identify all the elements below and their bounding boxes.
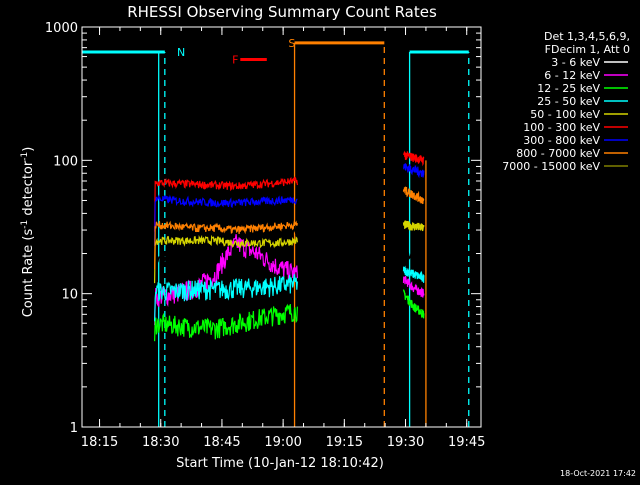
legend-label: 3 - 6 keV bbox=[551, 56, 600, 69]
series-line-seg1 bbox=[154, 234, 298, 284]
series-line-seg2 bbox=[403, 163, 425, 179]
legend: Det 1,3,4,5,6,9,FDecim 1, Att 03 - 6 keV… bbox=[502, 30, 630, 173]
flag-label-s: S bbox=[288, 37, 295, 50]
series-line-seg1 bbox=[154, 274, 298, 322]
series-line-seg1 bbox=[154, 219, 298, 270]
y-axis-label: Count Rate (s-1 detector-1) bbox=[20, 147, 36, 318]
series-line-seg1 bbox=[154, 303, 298, 342]
y-tick-label: 10 bbox=[61, 288, 78, 303]
chart-title: RHESSI Observing Summary Count Rates bbox=[127, 3, 437, 21]
x-tick-label: 18:45 bbox=[203, 435, 240, 450]
legend-label: 12 - 25 keV bbox=[537, 82, 600, 95]
y-axis: 1 10 100 1000 bbox=[45, 21, 481, 436]
series-line-seg2 bbox=[402, 186, 425, 205]
series-line-seg2 bbox=[402, 265, 425, 283]
x-tick-label: 19:15 bbox=[326, 435, 363, 450]
series-line-seg2 bbox=[402, 150, 425, 167]
flag-label-f: F bbox=[232, 54, 238, 67]
legend-label: 300 - 800 keV bbox=[523, 134, 600, 147]
legend-label: 50 - 100 keV bbox=[530, 108, 600, 121]
x-tick-label: 18:30 bbox=[142, 435, 179, 450]
x-axis: 18:15 18:30 18:45 19:00 19:15 19:30 19:45 bbox=[81, 27, 485, 450]
legend-label: 100 - 300 keV bbox=[523, 121, 600, 134]
x-tick-label: 19:45 bbox=[448, 435, 485, 450]
x-tick-label: 19:30 bbox=[387, 435, 424, 450]
legend-label: 7000 - 15000 keV bbox=[502, 160, 600, 173]
legend-label: 800 - 7000 keV bbox=[516, 147, 600, 160]
series-line-seg1 bbox=[154, 176, 298, 232]
footer-timestamp: 18-Oct-2021 17:42 bbox=[560, 469, 636, 478]
x-tick-label: 19:00 bbox=[264, 435, 301, 450]
series-line-seg1 bbox=[154, 217, 298, 299]
series-line-seg1 bbox=[154, 194, 298, 246]
x-tick-label: 18:15 bbox=[81, 435, 118, 450]
y-tick-label: 1000 bbox=[45, 21, 78, 36]
plot-frame bbox=[81, 26, 482, 428]
legend-label: 6 - 12 keV bbox=[544, 69, 600, 82]
legend-label: 25 - 50 keV bbox=[537, 95, 600, 108]
legend-header-line: Det 1,3,4,5,6,9, bbox=[544, 30, 630, 43]
y-tick-label: 1 bbox=[70, 421, 78, 436]
series-line-seg2 bbox=[402, 249, 425, 268]
x-axis-label: Start Time (10-Jan-12 18:10:42) bbox=[176, 456, 384, 471]
series-line-seg2 bbox=[402, 289, 425, 319]
series-line-seg2 bbox=[402, 220, 425, 232]
flag-label-n: N bbox=[177, 46, 185, 59]
y-tick-label: 100 bbox=[53, 154, 78, 169]
legend-header-line: FDecim 1, Att 0 bbox=[545, 43, 630, 56]
series-line-seg2 bbox=[402, 275, 425, 298]
plot-area: N F S bbox=[82, 37, 470, 427]
